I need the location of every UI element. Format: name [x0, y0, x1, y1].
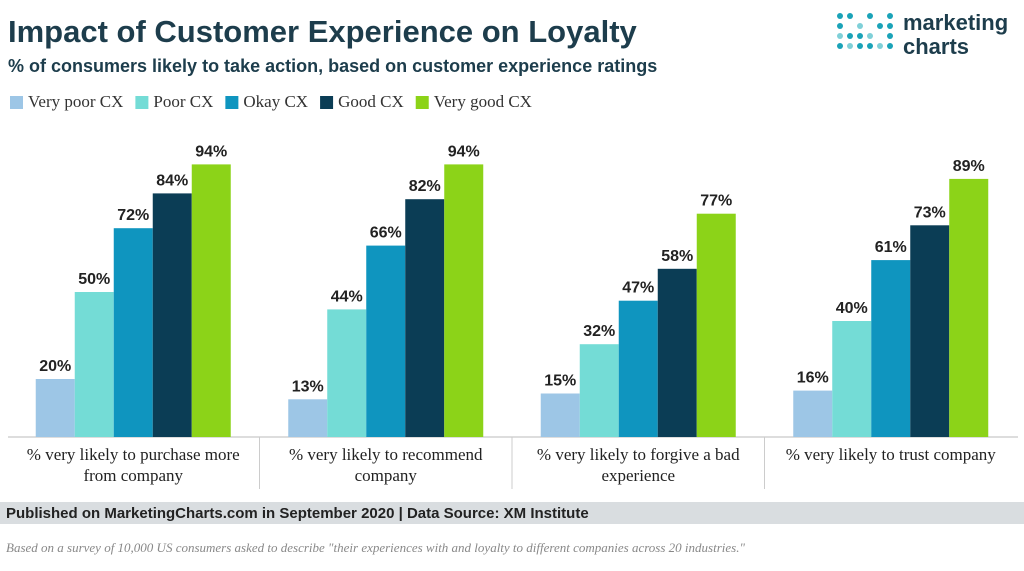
bar: [405, 199, 445, 437]
chart-subtitle: % of consumers likely to take action, ba…: [8, 56, 657, 76]
bar: [113, 228, 153, 437]
legend-swatch: [10, 96, 23, 109]
value-label: 61%: [875, 239, 907, 256]
chart-title: Impact of Customer Experience on Loyalty: [8, 14, 638, 49]
category-label: % very likely to purchase more from comp…: [26, 445, 240, 485]
value-label: 13%: [292, 378, 324, 395]
bar: [910, 225, 950, 437]
bar: [618, 300, 658, 437]
logo-dots: [837, 13, 893, 49]
legend-swatch: [415, 96, 429, 109]
note: Based on a survey of 10,000 US consumers…: [6, 540, 745, 555]
value-label: 58%: [661, 248, 693, 265]
legend-label: Poor CX: [153, 92, 213, 111]
bar: [191, 164, 231, 437]
category-label: % very likely to trust company: [785, 445, 996, 464]
bar: [696, 213, 736, 437]
value-label: 50%: [78, 271, 110, 288]
legend-swatch: [225, 96, 239, 109]
value-label: 15%: [544, 373, 576, 390]
value-label: 94%: [195, 143, 227, 160]
bar: [288, 399, 328, 437]
legend-label: Very poor CX: [28, 92, 123, 111]
bar: [444, 164, 484, 437]
value-label: 32%: [583, 323, 615, 340]
legend-label: Very good CX: [434, 92, 532, 111]
bar: [540, 393, 580, 437]
bar: [152, 193, 192, 437]
legend-label: Good CX: [338, 92, 404, 111]
value-label: 84%: [156, 172, 188, 189]
value-label: 40%: [836, 300, 868, 317]
logo-text: charts: [903, 34, 969, 59]
bar: [327, 309, 367, 437]
value-label: 77%: [700, 193, 732, 210]
bar: [74, 292, 114, 437]
source-band: [0, 502, 1024, 524]
bar: [35, 379, 75, 437]
bar: [871, 260, 911, 437]
bar: [579, 344, 619, 437]
value-label: 94%: [448, 143, 480, 160]
category-label: % very likely to recommend company: [288, 445, 483, 485]
legend-label: Okay CX: [243, 92, 308, 111]
source: Published on MarketingCharts.com in Sept…: [6, 505, 589, 522]
bar: [793, 390, 833, 437]
bar: [949, 178, 989, 437]
value-label: 72%: [117, 207, 149, 224]
bar: [366, 245, 406, 437]
value-label: 20%: [39, 358, 71, 375]
value-label: 73%: [914, 204, 946, 221]
value-label: 66%: [370, 225, 402, 242]
value-label: 44%: [331, 288, 363, 305]
legend-swatch: [135, 96, 149, 109]
bar: [657, 268, 697, 437]
value-label: 16%: [797, 370, 829, 387]
bar: [832, 321, 872, 437]
legend-swatch: [320, 96, 334, 109]
value-label: 82%: [409, 178, 441, 195]
value-label: 89%: [953, 158, 985, 175]
category-label: % very likely to forgive a bad experienc…: [536, 445, 740, 485]
value-label: 47%: [622, 280, 654, 297]
logo-text: marketing: [903, 10, 1008, 35]
